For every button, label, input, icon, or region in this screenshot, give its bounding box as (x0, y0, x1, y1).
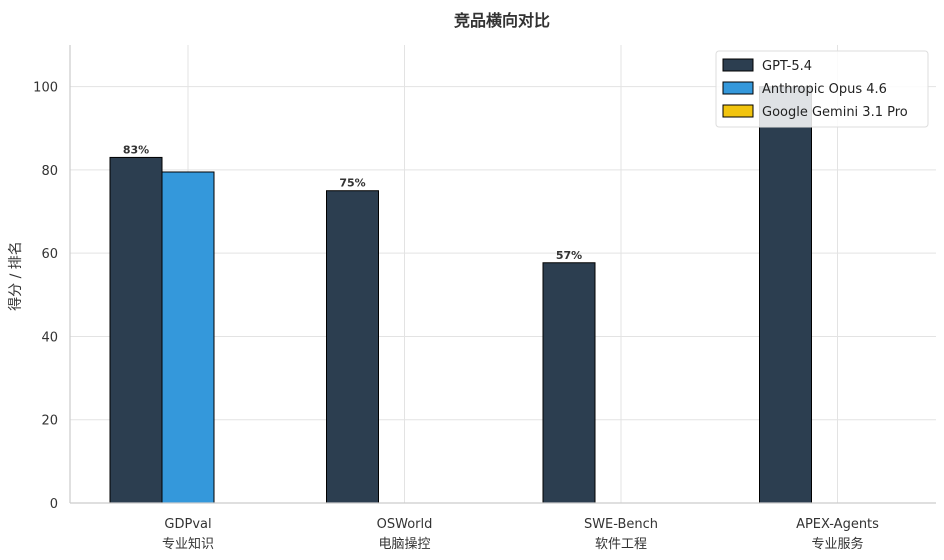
bar-gpt-5-4-1 (326, 190, 379, 504)
bar-gpt-5-4-0 (109, 156, 163, 504)
y-axis-label: 得分 / 排名 (7, 241, 24, 311)
y-tick-label: 80 (41, 164, 58, 179)
x-tick-label: GDPval (164, 517, 211, 532)
legend-swatch (722, 104, 754, 118)
bars (109, 86, 812, 504)
y-tick-label: 0 (50, 497, 58, 512)
data-label: 57% (556, 249, 582, 262)
data-label: 83% (123, 143, 149, 156)
data-labels: 83% 75% 57% (123, 143, 582, 261)
bar-gpt-5-4-3 (759, 86, 812, 504)
legend-box (715, 50, 929, 128)
chart-title: 竞品横向对比 (454, 11, 550, 30)
x-tick-label: APEX-Agents (796, 517, 879, 532)
legend-label: GPT-5.4 (762, 59, 812, 74)
x-tick-label: 专业知识 (162, 536, 214, 552)
y-tick-label: 40 (41, 330, 58, 345)
x-tick-label: 专业服务 (811, 536, 863, 552)
legend: GPT-5.4 Anthropic Opus 4.6 Google Gemini 3… (715, 50, 929, 128)
y-tick-label: 20 (41, 414, 58, 429)
legend-swatch (722, 81, 754, 95)
x-tick-label: 软件工程 (595, 537, 647, 552)
legend-label: Google Gemini 3.1 Pro (762, 105, 908, 120)
legend-swatch (722, 58, 754, 72)
y-tick-label: 60 (41, 247, 58, 262)
legend-label: Anthropic Opus 4.6 (762, 82, 887, 97)
bar-anthropic-opus-4-6-0 (161, 171, 215, 504)
x-tick-label: 电脑操控 (378, 536, 430, 552)
x-tick-label: OSWorld (377, 517, 433, 532)
x-tick-label: SWE-Bench (584, 517, 658, 532)
bar-gpt-5-4-2 (542, 262, 596, 504)
data-label: 75% (339, 177, 365, 190)
y-tick-label: 100 (33, 81, 58, 96)
axes: 0 20 40 60 80 100 GDPval 专业知识 OSWorld 电脑操控 SWE-Ben… (33, 45, 936, 552)
